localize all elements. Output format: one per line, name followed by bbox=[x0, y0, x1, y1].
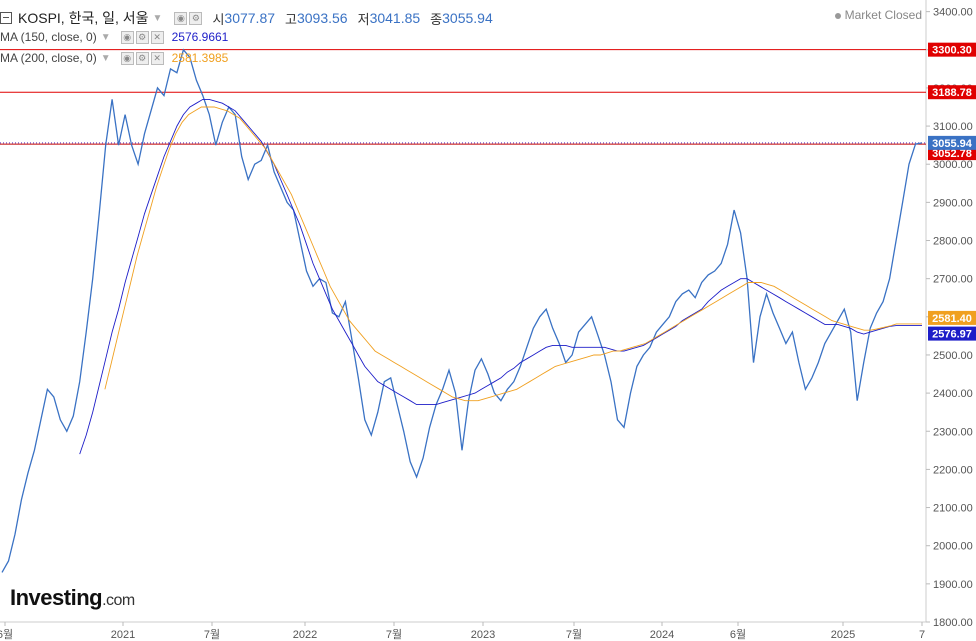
chevron-down-icon[interactable]: ▼ bbox=[100, 52, 111, 64]
settings-icon[interactable]: ⚙ bbox=[135, 30, 149, 44]
close-label: 종 bbox=[430, 11, 443, 27]
close-icon[interactable]: ✕ bbox=[150, 30, 164, 44]
high-value: 3093.56 bbox=[296, 10, 348, 26]
series-price-tag-bg bbox=[928, 135, 976, 150]
ma200-label[interactable]: MA (200, close, 0) bbox=[0, 51, 97, 65]
high-label: 고 bbox=[285, 11, 297, 27]
eye-icon[interactable]: ◉ bbox=[120, 51, 134, 65]
logo-suffix: .com bbox=[102, 592, 135, 609]
ma150-value: 2576.9661 bbox=[171, 30, 229, 44]
y-tick-label: 3400.00 bbox=[933, 7, 973, 19]
eye-icon[interactable]: ◉ bbox=[174, 11, 188, 25]
y-tick-label: 3100.00 bbox=[933, 121, 973, 133]
status-dot-icon bbox=[834, 12, 841, 19]
y-tick-label: 2100.00 bbox=[933, 503, 973, 515]
y-tick-label: 2800.00 bbox=[933, 236, 973, 248]
low-label: 저 bbox=[357, 11, 370, 27]
level-price-tag: 3188.78 bbox=[932, 87, 972, 99]
x-tick-label: 2022 bbox=[293, 629, 317, 641]
series-price-tag: 2581.40 bbox=[932, 313, 972, 325]
ma200-value: 2581.3985 bbox=[171, 51, 229, 65]
series-price-tag-bg bbox=[928, 326, 976, 341]
level-price-tag: 3052.78 bbox=[932, 148, 972, 160]
open-value: 3077.87 bbox=[224, 10, 276, 26]
investing-logo: Investing.com bbox=[10, 585, 135, 611]
ma200-legend: MA (200, close, 0) ▼ ◉ ⚙ ✕ 2581.3985 bbox=[0, 51, 228, 65]
series-price-tag-bg bbox=[928, 310, 976, 325]
y-tick-label: 3000.00 bbox=[933, 159, 973, 171]
chevron-down-icon[interactable]: ▼ bbox=[100, 31, 111, 43]
x-tick-label: 7월 bbox=[566, 628, 582, 641]
x-tick-label: 6월 bbox=[730, 628, 746, 641]
y-tick-label: 2000.00 bbox=[933, 541, 973, 553]
y-tick-label: 2900.00 bbox=[933, 197, 973, 209]
ma200-line bbox=[104, 106, 922, 402]
symbol-title[interactable]: KOSPI, 한국, 일, 서울 bbox=[18, 10, 149, 26]
x-tick-label: 7월 bbox=[204, 628, 220, 641]
logo-brand: Investing bbox=[10, 585, 103, 610]
close-value: 3055.94 bbox=[442, 10, 493, 26]
x-tick-label: 2025 bbox=[831, 629, 855, 641]
chart-header: KOSPI, 한국, 일, 서울 ▼ ◉ ⚙ 시 3077.87 고 3093.… bbox=[0, 8, 493, 28]
x-tick-label: 2023 bbox=[471, 629, 495, 641]
ma150-label[interactable]: MA (150, close, 0) bbox=[0, 30, 97, 44]
level-price-tag-bg bbox=[928, 85, 976, 100]
level-price-tag: 3300.30 bbox=[932, 45, 972, 57]
y-tick-label: 2400.00 bbox=[933, 388, 973, 400]
low-value: 3041.85 bbox=[369, 10, 421, 26]
level-price-tag-bg bbox=[928, 42, 976, 57]
series-price-tag: 3055.94 bbox=[932, 138, 973, 150]
close-icon[interactable]: ✕ bbox=[150, 51, 164, 65]
y-tick-label: 1900.00 bbox=[933, 579, 973, 591]
ma150-line bbox=[79, 98, 922, 455]
y-tick-label: 2300.00 bbox=[933, 426, 973, 438]
x-tick-label: 6월 bbox=[0, 628, 13, 641]
y-tick-label: 2500.00 bbox=[933, 350, 973, 362]
market-status: Market Closed bbox=[834, 8, 922, 22]
collapse-icon[interactable] bbox=[0, 12, 12, 24]
y-tick-label: 2200.00 bbox=[933, 464, 973, 476]
market-status-text: Market Closed bbox=[844, 8, 922, 22]
series-price-tag: 2576.97 bbox=[932, 329, 972, 341]
y-tick-label: 1800.00 bbox=[933, 617, 973, 629]
x-tick-label: 2024 bbox=[650, 629, 674, 641]
ma150-legend: MA (150, close, 0) ▼ ◉ ⚙ ✕ 2576.9661 bbox=[0, 30, 228, 44]
x-tick-label: 2021 bbox=[111, 629, 135, 641]
open-label: 시 bbox=[212, 11, 225, 27]
settings-icon[interactable]: ⚙ bbox=[135, 51, 149, 65]
x-tick-label: 7 bbox=[919, 629, 925, 641]
price-series-line bbox=[1, 48, 923, 573]
settings-icon[interactable]: ⚙ bbox=[189, 11, 203, 25]
x-tick-label: 7월 bbox=[386, 628, 402, 641]
eye-icon[interactable]: ◉ bbox=[120, 30, 134, 44]
y-tick-label: 2700.00 bbox=[933, 274, 973, 286]
chevron-down-icon[interactable]: ▼ bbox=[152, 12, 163, 24]
